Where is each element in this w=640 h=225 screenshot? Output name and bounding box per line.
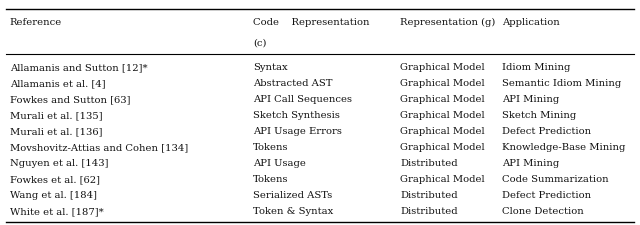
- Text: Fowkes et al. [62]: Fowkes et al. [62]: [10, 175, 100, 184]
- Text: Defect Prediction: Defect Prediction: [502, 191, 591, 200]
- Text: Reference: Reference: [10, 18, 62, 27]
- Text: API Usage Errors: API Usage Errors: [253, 127, 342, 136]
- Text: Murali et al. [135]: Murali et al. [135]: [10, 111, 102, 120]
- Text: API Mining: API Mining: [502, 95, 559, 104]
- Text: Token & Syntax: Token & Syntax: [253, 207, 333, 216]
- Text: Graphical Model: Graphical Model: [400, 79, 484, 88]
- Text: Graphical Model: Graphical Model: [400, 111, 484, 120]
- Text: Code Summarization: Code Summarization: [502, 175, 609, 184]
- Text: Code    Representation: Code Representation: [253, 18, 369, 27]
- Text: Clone Detection: Clone Detection: [502, 207, 584, 216]
- Text: Knowledge-Base Mining: Knowledge-Base Mining: [502, 143, 626, 152]
- Text: Tokens: Tokens: [253, 143, 288, 152]
- Text: Graphical Model: Graphical Model: [400, 143, 484, 152]
- Text: Allamanis et al. [4]: Allamanis et al. [4]: [10, 79, 105, 88]
- Text: Distributed: Distributed: [400, 191, 458, 200]
- Text: API Call Sequences: API Call Sequences: [253, 95, 352, 104]
- Text: Representation (g): Representation (g): [400, 18, 495, 27]
- Text: Murali et al. [136]: Murali et al. [136]: [10, 127, 102, 136]
- Text: Application: Application: [502, 18, 560, 27]
- Text: Distributed: Distributed: [400, 159, 458, 168]
- Text: API Usage: API Usage: [253, 159, 306, 168]
- Text: Sketch Synthesis: Sketch Synthesis: [253, 111, 340, 120]
- Text: Movshovitz-Attias and Cohen [134]: Movshovitz-Attias and Cohen [134]: [10, 143, 188, 152]
- Text: Sketch Mining: Sketch Mining: [502, 111, 577, 120]
- Text: Allamanis and Sutton [12]*: Allamanis and Sutton [12]*: [10, 63, 147, 72]
- Text: Semantic Idiom Mining: Semantic Idiom Mining: [502, 79, 621, 88]
- Text: Graphical Model: Graphical Model: [400, 95, 484, 104]
- Text: Graphical Model: Graphical Model: [400, 127, 484, 136]
- Text: (c): (c): [253, 38, 266, 47]
- Text: Graphical Model: Graphical Model: [400, 63, 484, 72]
- Text: Wang et al. [184]: Wang et al. [184]: [10, 191, 97, 200]
- Text: Fowkes and Sutton [63]: Fowkes and Sutton [63]: [10, 95, 130, 104]
- Text: White et al. [187]*: White et al. [187]*: [10, 207, 103, 216]
- Text: Graphical Model: Graphical Model: [400, 175, 484, 184]
- Text: Abstracted AST: Abstracted AST: [253, 79, 332, 88]
- Text: Tokens: Tokens: [253, 175, 288, 184]
- Text: Nguyen et al. [143]: Nguyen et al. [143]: [10, 159, 108, 168]
- Text: Idiom Mining: Idiom Mining: [502, 63, 571, 72]
- Text: Serialized ASTs: Serialized ASTs: [253, 191, 332, 200]
- Text: Defect Prediction: Defect Prediction: [502, 127, 591, 136]
- Text: API Mining: API Mining: [502, 159, 559, 168]
- Text: Syntax: Syntax: [253, 63, 287, 72]
- Text: Distributed: Distributed: [400, 207, 458, 216]
